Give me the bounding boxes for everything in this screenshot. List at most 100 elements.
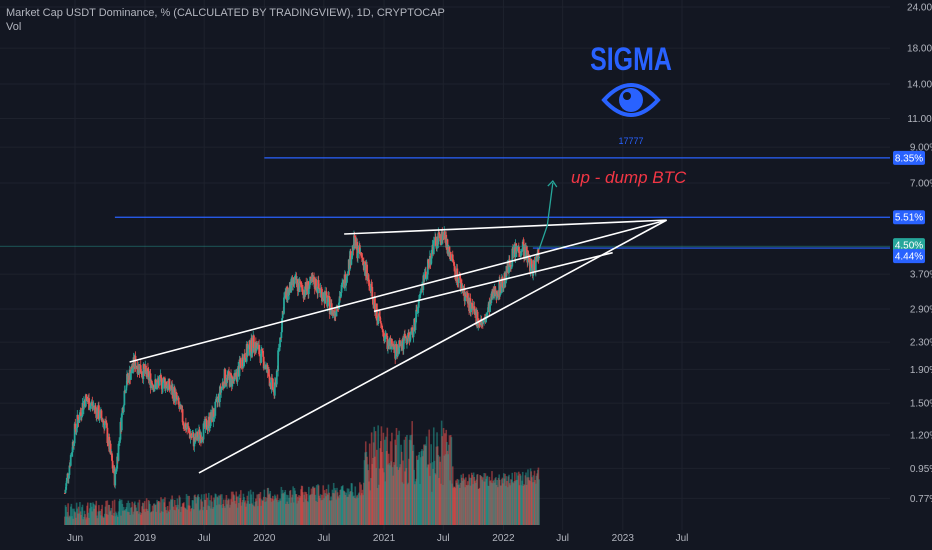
time-axis[interactable]: Jun 2019 Jul 2020 Jul 2021 Jul 2022 Jul 2023 Jul	[67, 533, 688, 544]
volume-indicator-label[interactable]: Vol	[6, 21, 22, 33]
candle-body	[276, 370, 279, 372]
candle-body	[191, 435, 194, 437]
candle-body	[510, 266, 513, 269]
candle-body	[247, 348, 249, 356]
candle-body	[130, 373, 132, 380]
sigma-brand-text: SIGMA	[590, 42, 672, 78]
candle-body	[206, 429, 209, 431]
x-tick-label: Jul	[437, 533, 450, 544]
candle-body	[341, 281, 344, 284]
candle-body	[249, 352, 252, 356]
candle-body	[349, 251, 352, 265]
symbol-title[interactable]: Market Cap USDT Dominance, % (CALCULATED…	[6, 7, 445, 19]
candle-body	[158, 375, 161, 386]
y-tick-label: 7.00%	[910, 179, 932, 190]
candle-body	[358, 245, 361, 255]
candle-body	[437, 232, 440, 245]
candle-body	[137, 370, 140, 374]
y-tick-label: 9.00%	[910, 143, 932, 154]
candle-body	[450, 260, 453, 262]
candle-body	[473, 306, 476, 312]
candle-body	[217, 398, 219, 403]
candle-body	[340, 284, 343, 293]
horizontal-levels[interactable]	[0, 157, 890, 249]
candle-body	[149, 373, 152, 388]
candle-body	[278, 347, 281, 349]
candle-body	[464, 294, 467, 297]
candle-body	[328, 296, 331, 298]
candle-body	[109, 443, 112, 455]
y-tick-label: 18.00%	[907, 44, 932, 55]
candle-body	[337, 308, 340, 310]
candle-body	[402, 340, 405, 350]
candle-body	[214, 401, 217, 416]
candle-body	[271, 377, 274, 379]
candle-body	[326, 302, 329, 307]
x-tick-label: 2023	[612, 533, 635, 544]
candle-body	[379, 321, 382, 324]
candle-body	[374, 296, 376, 312]
price-badge-label: 4.44%	[895, 252, 923, 263]
candle-body	[309, 277, 312, 279]
candle-body	[265, 365, 268, 370]
candle-body	[496, 294, 499, 296]
volume-bar	[160, 497, 162, 525]
candle-body	[239, 359, 242, 364]
candle-body	[268, 376, 271, 386]
candle-body	[160, 377, 163, 390]
candle-body	[419, 292, 422, 295]
candle-body	[319, 288, 322, 293]
candle-body	[115, 468, 118, 471]
candle-body	[247, 345, 250, 349]
candle-body	[449, 252, 452, 261]
candle-body	[193, 437, 196, 447]
candle-body	[502, 282, 505, 288]
candle-body	[313, 276, 315, 285]
candle-body	[64, 489, 67, 494]
price-badge	[893, 210, 925, 225]
candle-body	[148, 377, 151, 381]
candle-body	[533, 261, 536, 271]
candle-body	[86, 397, 89, 401]
candle-body	[519, 253, 522, 257]
candle-body	[224, 369, 227, 385]
candle-body	[147, 371, 150, 381]
candle-body	[430, 258, 433, 265]
candle-body	[111, 460, 114, 469]
candle-body	[179, 406, 181, 409]
candle-body	[65, 477, 68, 484]
candle-body	[162, 377, 165, 383]
trendlines[interactable]	[129, 219, 668, 474]
candle-body	[497, 295, 500, 297]
candle-body	[67, 474, 70, 479]
candle-body	[293, 278, 296, 285]
y-tick-label: 0.95%	[910, 464, 932, 475]
candle-body	[538, 256, 540, 259]
candle-body	[391, 338, 393, 346]
candle-body	[222, 382, 225, 386]
volume-bars	[64, 420, 540, 525]
candle-body	[299, 281, 302, 284]
candle-body	[190, 434, 193, 437]
candle-body	[118, 441, 121, 444]
projection-line	[538, 182, 554, 250]
candle-body	[372, 297, 374, 305]
volume-bar	[430, 444, 432, 525]
candle-body	[260, 349, 262, 363]
candle-body	[512, 249, 515, 254]
price-badge	[893, 150, 925, 165]
candle-body	[327, 296, 330, 303]
candle-body	[382, 332, 385, 334]
candle-body	[516, 249, 519, 251]
price-axis[interactable]: 24.00% 18.00% 14.00% 11.00% 9.00% 7.00% 3.70% 2…	[907, 3, 932, 505]
candle-body	[116, 456, 119, 469]
candle-body	[75, 428, 78, 431]
x-tick-label: Jul	[676, 533, 689, 544]
candle-body	[97, 405, 100, 420]
candle-body	[438, 232, 440, 235]
volume-bar	[448, 435, 451, 525]
volume-bar	[119, 500, 122, 525]
candle-body	[447, 249, 450, 254]
candle-body	[351, 253, 353, 260]
